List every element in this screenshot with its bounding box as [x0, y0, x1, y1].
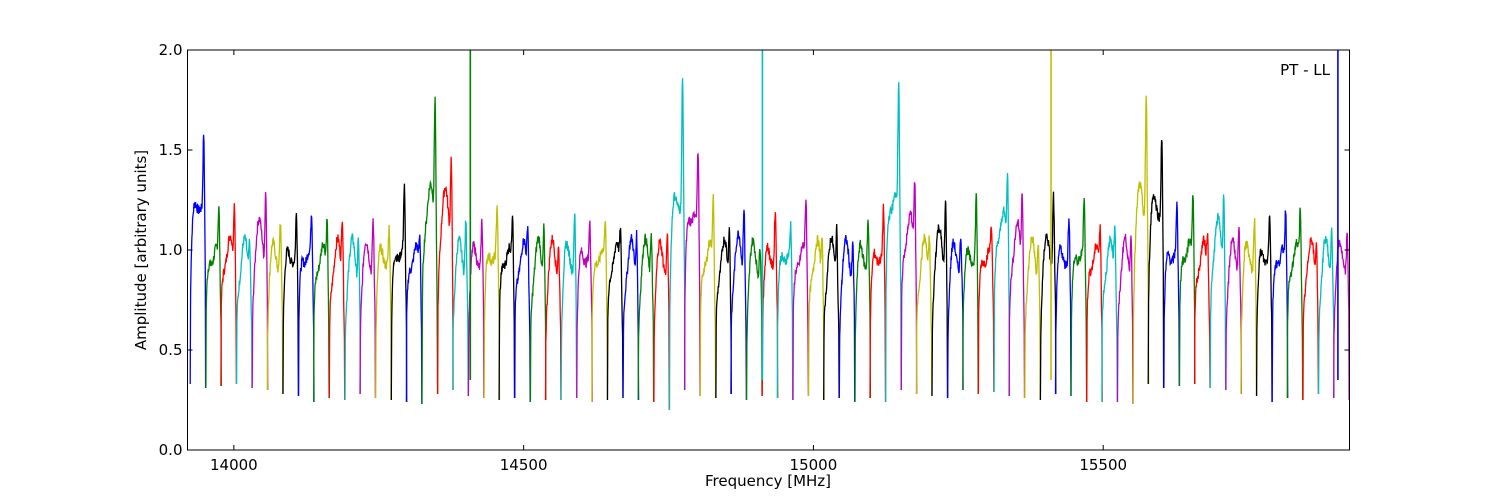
x-axis-label: Frequency [MHz] — [705, 472, 831, 490]
y-tick-label: 2.0 — [159, 41, 183, 59]
channel-trace — [390, 183, 408, 403]
channel-trace — [792, 199, 810, 401]
channel-trace — [1240, 218, 1258, 397]
channel-trace — [885, 82, 902, 403]
channel-trace — [854, 219, 872, 403]
channel-trace — [1225, 226, 1242, 395]
channel-trace — [715, 227, 732, 399]
channel-trace — [359, 218, 377, 399]
channel-trace — [1039, 191, 1057, 401]
channel-trace — [483, 205, 501, 401]
channel-trace — [544, 234, 562, 401]
channel-trace — [1286, 207, 1304, 401]
axis-ticks-group: 14000 14500 15000 15500 0.0 0.5 1.0 1.5 2.0 — [159, 41, 1350, 474]
channel-trace — [622, 229, 640, 401]
channel-trace — [1209, 194, 1227, 391]
channel-trace — [235, 234, 253, 389]
channel-trace — [668, 78, 686, 411]
channel-trace — [1070, 197, 1088, 403]
x-tick-label: 15500 — [1079, 456, 1127, 474]
channel-trace — [421, 96, 439, 405]
channel-trace — [993, 172, 1011, 397]
channel-trace — [375, 224, 392, 401]
channel-trace — [220, 203, 238, 387]
channel-trace — [205, 206, 222, 389]
channel-trace — [1255, 215, 1273, 403]
channel-trace — [761, 212, 779, 399]
channel-trace — [1086, 224, 1103, 403]
channel-trace — [1163, 201, 1180, 389]
channel-series-group — [189, 50, 1350, 411]
channel-trace — [452, 220, 469, 397]
channel-trace — [1116, 233, 1134, 405]
channel-trace — [1132, 95, 1150, 405]
channel-trace — [266, 224, 284, 395]
channel-trace — [915, 233, 933, 397]
channel-trace — [576, 220, 593, 403]
channel-trace — [251, 192, 269, 391]
channel-trace — [1101, 225, 1118, 403]
channel-trace — [869, 203, 887, 403]
channel-trace — [282, 213, 300, 397]
channel-trace — [1193, 233, 1211, 389]
channel-trace — [776, 221, 794, 401]
channel-trace — [560, 213, 578, 401]
channel-trace — [1147, 139, 1165, 389]
channel-trace — [1178, 195, 1196, 387]
annotation-label: PT - LL — [1280, 61, 1331, 79]
channel-trace — [1008, 193, 1026, 399]
channel-trace — [1024, 236, 1041, 401]
channel-trace — [962, 193, 979, 395]
channel-trace — [699, 193, 717, 399]
x-tick-label: 15000 — [790, 456, 838, 474]
channel-trace — [745, 237, 763, 401]
channel-trace — [1317, 227, 1335, 399]
channel-trace — [591, 221, 608, 403]
channel-trace — [328, 221, 346, 401]
channel-trace — [313, 218, 330, 403]
y-tick-label: 1.0 — [159, 241, 183, 259]
channel-trace — [514, 226, 531, 403]
channel-trace — [807, 234, 825, 401]
channel-trace — [637, 233, 655, 403]
x-tick-label: 14500 — [500, 456, 548, 474]
channel-trace — [823, 223, 840, 401]
y-tick-label: 0.5 — [159, 341, 183, 359]
y-tick-label: 0.0 — [159, 441, 183, 459]
channel-trace — [931, 200, 949, 399]
channel-trace — [947, 238, 964, 399]
channel-trace — [498, 215, 516, 401]
channel-trace — [1271, 210, 1289, 403]
x-tick-label: 14000 — [210, 456, 258, 474]
channel-trace — [900, 182, 918, 395]
channel-trace — [344, 233, 362, 401]
channel-trace — [730, 209, 748, 401]
channel-trace — [683, 152, 701, 397]
channel-trace — [529, 223, 547, 403]
channel-trace — [189, 134, 207, 389]
y-axis-label: Amplitude [arbitrary units] — [132, 150, 150, 350]
channel-trace — [606, 227, 624, 401]
y-tick-label: 1.5 — [159, 141, 183, 159]
channel-trace — [653, 233, 670, 411]
channel-trace — [437, 156, 454, 395]
channel-trace — [1302, 236, 1320, 401]
channel-trace — [297, 215, 315, 403]
channel-trace — [977, 226, 995, 395]
channel-trace — [405, 234, 423, 405]
channel-trace — [1054, 218, 1072, 397]
channel-trace — [838, 234, 856, 403]
